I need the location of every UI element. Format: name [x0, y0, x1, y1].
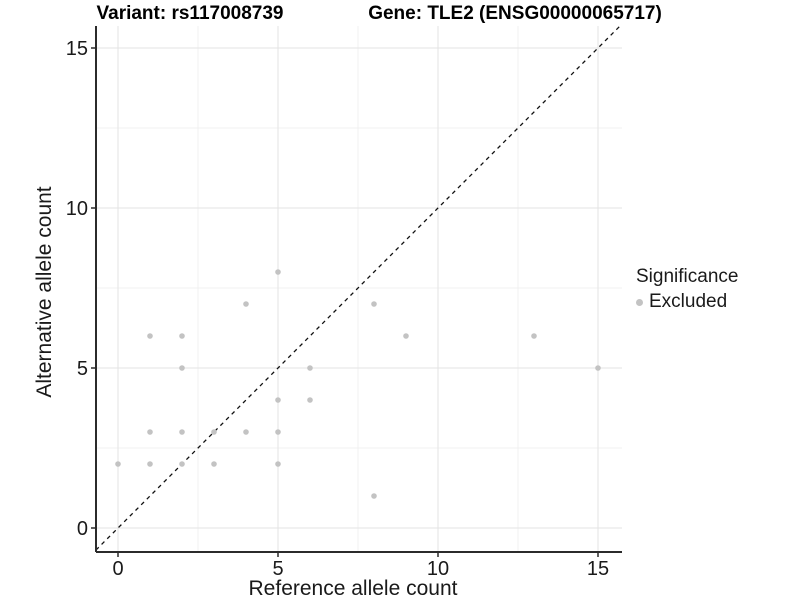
data-point — [307, 397, 313, 403]
data-point — [275, 429, 281, 435]
data-point — [403, 333, 409, 339]
data-point — [211, 461, 217, 467]
legend-title: Significance — [636, 266, 739, 287]
data-point — [243, 429, 249, 435]
data-point — [531, 333, 537, 339]
data-point — [179, 429, 185, 435]
data-point — [179, 365, 185, 371]
legend-item-excluded: Excluded — [636, 291, 738, 313]
legend: Significance Excluded — [636, 266, 738, 313]
identity-line — [96, 26, 621, 551]
data-point — [179, 333, 185, 339]
data-point — [147, 429, 153, 435]
y-tick-label: 0 — [77, 518, 88, 540]
y-tick-label: 15 — [66, 38, 88, 60]
variant-title: Variant: rs117008739 — [96, 3, 284, 24]
y-tick-label: 5 — [77, 358, 88, 380]
data-point — [275, 461, 281, 467]
x-axis-title: Reference allele count — [248, 577, 458, 600]
legend-item-label: Excluded — [649, 291, 728, 312]
data-point — [179, 461, 185, 467]
data-point — [275, 397, 281, 403]
x-tick-label: 5 — [272, 558, 283, 580]
y-tick-label: 10 — [66, 198, 88, 220]
x-tick-label: 0 — [112, 558, 123, 580]
data-point — [243, 301, 249, 307]
data-point — [371, 493, 377, 499]
data-point — [147, 333, 153, 339]
data-point — [115, 461, 121, 467]
x-tick-label: 15 — [587, 558, 609, 580]
gene-title: Gene: TLE2 (ENSG00000065717) — [368, 3, 662, 24]
data-point — [275, 269, 281, 275]
x-tick-label: 10 — [427, 558, 449, 580]
data-point — [147, 461, 153, 467]
data-point — [371, 301, 377, 307]
y-axis-title: Alternative allele count — [33, 186, 56, 398]
data-point — [211, 429, 217, 435]
data-point — [307, 365, 313, 371]
excluded-point-icon — [636, 298, 643, 306]
data-point — [595, 365, 601, 371]
